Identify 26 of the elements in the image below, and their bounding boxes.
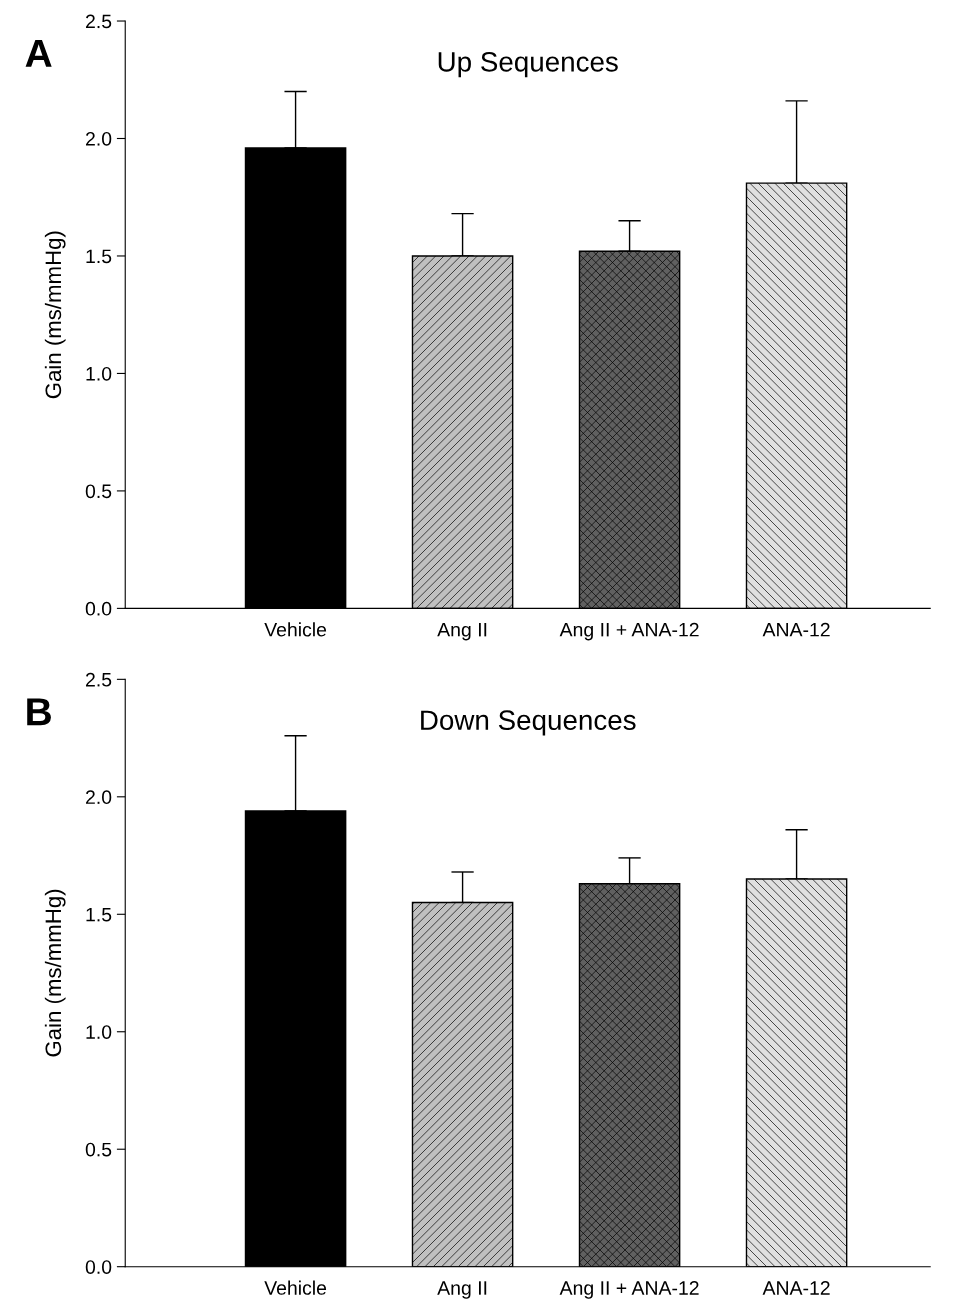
x-tick-label: Vehicle (264, 622, 327, 637)
y-tick-label: 1.0 (86, 366, 112, 381)
x-tick-label: Ang II + ANA-12 (559, 622, 699, 641)
y-tick-label: 1.5 (86, 249, 112, 264)
y-tick-label: 1.5 (86, 907, 112, 922)
y-tick-label: 0.0 (85, 1260, 112, 1274)
y-axis-title: Gain (ms/mmHg) (44, 231, 66, 399)
text: Down Sequences (421, 710, 636, 736)
y-tick-label: 2.0 (85, 790, 112, 805)
x-tick-label: Ang II (437, 1281, 487, 1299)
text: B (27, 698, 51, 726)
y-axis-title: Gain (ms/mmHg) (44, 889, 66, 1057)
y-tick-label: 0.5 (85, 484, 112, 499)
y-tick-label: 0.0 (85, 601, 112, 616)
text: A (25, 40, 52, 67)
text: Up Sequences (438, 52, 618, 78)
y-tick-label: 2.5 (85, 14, 112, 29)
x-tick-label: Vehicle (264, 1280, 327, 1295)
y-tick-label: 2.5 (85, 672, 112, 687)
y-tick-label: 1.0 (86, 1025, 112, 1039)
x-tick-label: Ang II (437, 622, 487, 641)
x-tick-label: Ang II + ANA-12 (559, 1281, 699, 1299)
y-tick-label: 2.0 (85, 131, 112, 146)
y-tick-label: 0.5 (85, 1142, 112, 1157)
x-tick-label: ANA-12 (762, 622, 830, 637)
x-tick-label: ANA-12 (762, 1281, 830, 1295)
